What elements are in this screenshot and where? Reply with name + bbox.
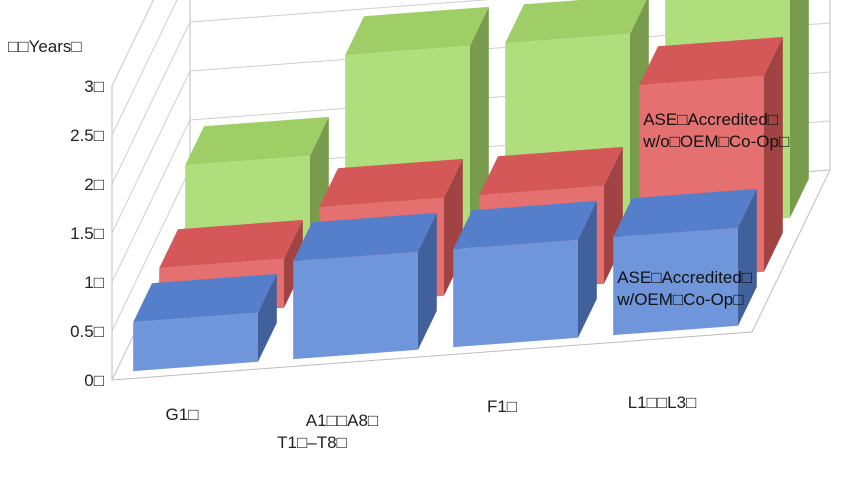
y-tick-label: 3□ xyxy=(84,77,104,96)
series-labels: ASE□Accredited□ w/OEM□Co-Op□ ASE□Accredite… xyxy=(616,110,789,309)
series-label: w/o□OEM□Co-Op□ xyxy=(642,132,789,151)
category-label: F1□ xyxy=(487,397,517,416)
category-label: L1□□L3□ xyxy=(628,393,697,412)
y-axis-label: □□Years□ xyxy=(8,37,82,56)
bar xyxy=(133,273,277,372)
y-axis-ticks: 0□ 0.5□ 1□ 1.5□ 2□ 2.5□ 3□ xyxy=(70,77,104,390)
y-tick-label: 2□ xyxy=(84,175,104,194)
bar xyxy=(293,212,437,360)
bars xyxy=(133,0,809,372)
series-label: w/OEM□Co-Op□ xyxy=(616,290,743,309)
y-tick-label: 1□ xyxy=(84,273,104,292)
gridline xyxy=(111,0,154,87)
category-label: G1□ xyxy=(166,405,199,424)
y-tick-label: 0.5□ xyxy=(70,322,104,341)
gridline xyxy=(111,0,178,136)
y-tick-label: 0□ xyxy=(84,371,104,390)
category-label: A1□□A8□ xyxy=(306,411,378,430)
category-labels: G1□ A1□□A8□ T1□–T8□ F1□ L1□□L3□ xyxy=(166,393,697,452)
category-sublabel: T1□–T8□ xyxy=(277,433,347,452)
y-tick-label: 2.5□ xyxy=(70,126,104,145)
bar xyxy=(453,200,597,348)
series-label: ASE□Accredited□ xyxy=(643,110,778,129)
gridline xyxy=(111,0,491,185)
y-tick-label: 1.5□ xyxy=(70,224,104,243)
bar xyxy=(613,188,757,336)
series-label: ASE□Accredited□ xyxy=(617,268,752,287)
